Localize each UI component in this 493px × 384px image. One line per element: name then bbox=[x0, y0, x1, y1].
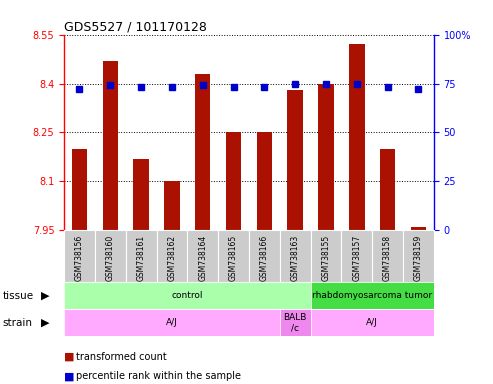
Text: control: control bbox=[172, 291, 203, 300]
Text: GDS5527 / 101170128: GDS5527 / 101170128 bbox=[64, 20, 207, 33]
Text: GSM738161: GSM738161 bbox=[137, 235, 145, 281]
Text: strain: strain bbox=[2, 318, 33, 328]
Bar bbox=[72, 149, 87, 230]
Bar bbox=[311, 282, 434, 309]
Text: GSM738165: GSM738165 bbox=[229, 235, 238, 281]
Text: GSM738164: GSM738164 bbox=[198, 235, 207, 281]
Bar bbox=[287, 90, 303, 230]
Text: GSM738155: GSM738155 bbox=[321, 235, 330, 281]
Bar bbox=[403, 230, 434, 282]
Bar bbox=[249, 230, 280, 282]
Bar bbox=[257, 132, 272, 230]
Bar bbox=[134, 159, 149, 230]
Text: rhabdomyosarcoma tumor: rhabdomyosarcoma tumor bbox=[312, 291, 432, 300]
Bar bbox=[380, 149, 395, 230]
Bar bbox=[311, 309, 434, 336]
Bar bbox=[126, 230, 157, 282]
Text: tissue: tissue bbox=[2, 291, 34, 301]
Text: A/J: A/J bbox=[366, 318, 378, 327]
Text: ▶: ▶ bbox=[41, 291, 50, 301]
Bar bbox=[64, 230, 95, 282]
Text: GSM738160: GSM738160 bbox=[106, 235, 115, 281]
Bar bbox=[64, 282, 311, 309]
Text: ■: ■ bbox=[64, 352, 74, 362]
Bar bbox=[103, 61, 118, 230]
Text: GSM738157: GSM738157 bbox=[352, 235, 361, 281]
Bar bbox=[280, 230, 311, 282]
Bar bbox=[218, 230, 249, 282]
Bar bbox=[226, 132, 241, 230]
Text: ▶: ▶ bbox=[41, 318, 50, 328]
Bar bbox=[349, 45, 364, 230]
Text: GSM738162: GSM738162 bbox=[168, 235, 176, 281]
Text: GSM738166: GSM738166 bbox=[260, 235, 269, 281]
Text: GSM738163: GSM738163 bbox=[291, 235, 300, 281]
Bar bbox=[164, 182, 179, 230]
Bar bbox=[195, 74, 211, 230]
Text: A/J: A/J bbox=[166, 318, 178, 327]
Bar bbox=[280, 309, 311, 336]
Bar bbox=[318, 84, 334, 230]
Text: GSM738159: GSM738159 bbox=[414, 235, 423, 281]
Text: percentile rank within the sample: percentile rank within the sample bbox=[76, 371, 242, 381]
Text: BALB
/c: BALB /c bbox=[283, 313, 307, 332]
Bar bbox=[372, 230, 403, 282]
Text: ■: ■ bbox=[64, 371, 74, 381]
Bar bbox=[341, 230, 372, 282]
Text: GSM738158: GSM738158 bbox=[383, 235, 392, 281]
Bar bbox=[411, 227, 426, 230]
Bar bbox=[157, 230, 187, 282]
Bar bbox=[64, 309, 280, 336]
Bar bbox=[311, 230, 341, 282]
Bar bbox=[187, 230, 218, 282]
Text: GSM738156: GSM738156 bbox=[75, 235, 84, 281]
Text: transformed count: transformed count bbox=[76, 352, 167, 362]
Bar bbox=[95, 230, 126, 282]
